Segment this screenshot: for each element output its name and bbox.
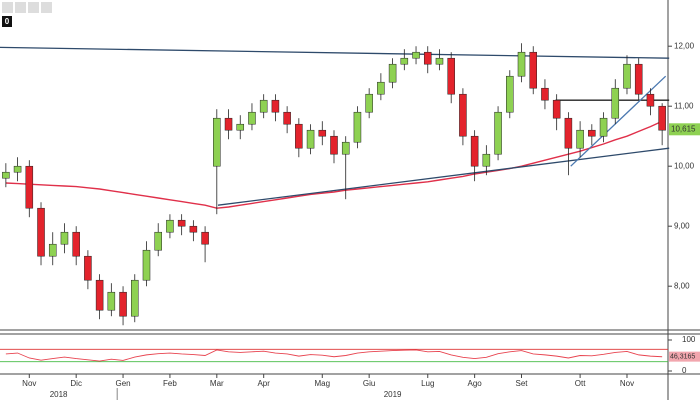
rsi-line xyxy=(5,349,663,362)
candle-body xyxy=(201,231,209,245)
candle-body xyxy=(634,63,643,95)
x-tick-label: Dic xyxy=(70,379,82,388)
candle-body xyxy=(517,51,526,77)
last-value-label: 10,615 xyxy=(671,124,696,133)
candle-body xyxy=(623,63,631,89)
candle-body xyxy=(283,111,291,125)
candle-body xyxy=(295,123,303,149)
candle-body xyxy=(119,291,127,317)
candle-body xyxy=(142,249,151,281)
x-tick-label: Nov xyxy=(620,379,634,388)
x-tick-label: Feb xyxy=(163,379,177,388)
x-tick-label: Lug xyxy=(421,379,434,388)
candle-body xyxy=(224,117,233,131)
x-tick-label: Gen xyxy=(115,379,130,388)
candle-body xyxy=(459,93,467,137)
candle-body xyxy=(259,99,268,113)
candle-body xyxy=(95,279,104,311)
candle-body xyxy=(306,129,315,149)
badge-box xyxy=(2,16,12,27)
x-tick-label: Mag xyxy=(314,379,330,388)
candle-body xyxy=(611,87,620,119)
candle-body xyxy=(435,57,444,65)
candle-body xyxy=(177,219,186,227)
candle-body xyxy=(576,129,584,149)
candle-body xyxy=(552,99,561,119)
trendline xyxy=(570,75,667,167)
moving-average xyxy=(5,120,663,209)
x-tick-label: Mar xyxy=(210,379,224,388)
y-tick-label: 10,00 xyxy=(674,161,695,170)
candle-body xyxy=(529,51,537,89)
trendline xyxy=(0,46,670,59)
candle-body xyxy=(213,117,221,167)
candle-body xyxy=(588,129,596,137)
candle-body xyxy=(271,99,280,113)
candle-body xyxy=(330,135,338,155)
candle-body xyxy=(658,105,666,131)
candle-body xyxy=(564,117,573,149)
candle-body xyxy=(154,231,162,251)
reset[interactable] xyxy=(28,2,39,13)
candle-body xyxy=(48,243,57,257)
candle-body xyxy=(482,153,491,167)
candle-body xyxy=(2,171,10,179)
candle-body xyxy=(646,93,655,107)
candle-body xyxy=(412,51,420,59)
x-tick-label: Ago xyxy=(468,379,483,388)
candle-body xyxy=(248,111,256,125)
candle-body xyxy=(25,165,34,209)
x-tick-label: Giu xyxy=(363,379,375,388)
toolbar: 0 xyxy=(2,2,52,27)
rsi-tick-label: 0 xyxy=(682,366,687,375)
rsi-last-label: 46,3165 xyxy=(670,353,695,360)
candle-body xyxy=(541,87,549,101)
candle-body xyxy=(470,135,479,167)
y-tick-label: 11,00 xyxy=(674,101,694,110)
x-tick-label: Nov xyxy=(22,379,36,388)
trendline xyxy=(217,147,670,206)
candle-body xyxy=(400,57,409,65)
candle-body xyxy=(341,141,350,155)
y-tick-label: 9,00 xyxy=(674,221,690,230)
candle-body xyxy=(318,129,327,137)
candle-body xyxy=(131,279,139,317)
search[interactable] xyxy=(41,2,52,13)
zoom-in[interactable] xyxy=(2,2,13,13)
candle-body xyxy=(388,63,397,83)
candle-body xyxy=(377,81,385,95)
candle-body xyxy=(365,93,373,113)
x-tick-label: Apr xyxy=(257,379,270,388)
candle-body xyxy=(506,75,514,113)
last-value-box xyxy=(669,123,700,136)
candle-body xyxy=(599,117,608,137)
candle-body xyxy=(494,111,502,155)
candle-body xyxy=(353,111,362,143)
candle-body xyxy=(189,225,198,233)
year-label: 2018 xyxy=(50,390,68,399)
y-tick-label: 12,00 xyxy=(674,41,695,50)
rsi-tick-label: 100 xyxy=(682,335,696,344)
candle-body xyxy=(236,123,245,131)
candle-body xyxy=(107,291,116,311)
zoom-out[interactable] xyxy=(15,2,26,13)
year-label: 2019 xyxy=(384,390,402,399)
candle-body xyxy=(60,231,69,245)
candle-body xyxy=(423,51,432,65)
candle-body xyxy=(13,165,22,173)
candle-body xyxy=(166,219,174,233)
badge: 0 xyxy=(5,17,10,26)
candle-body xyxy=(72,231,80,257)
rsi-last-box xyxy=(669,351,700,362)
y-tick-label: 8,00 xyxy=(674,281,690,290)
candle-body xyxy=(37,207,45,257)
candle-body xyxy=(84,255,92,281)
candle-body xyxy=(447,57,455,95)
x-tick-label: Set xyxy=(516,379,529,388)
x-tick-label: Ott xyxy=(575,379,586,388)
